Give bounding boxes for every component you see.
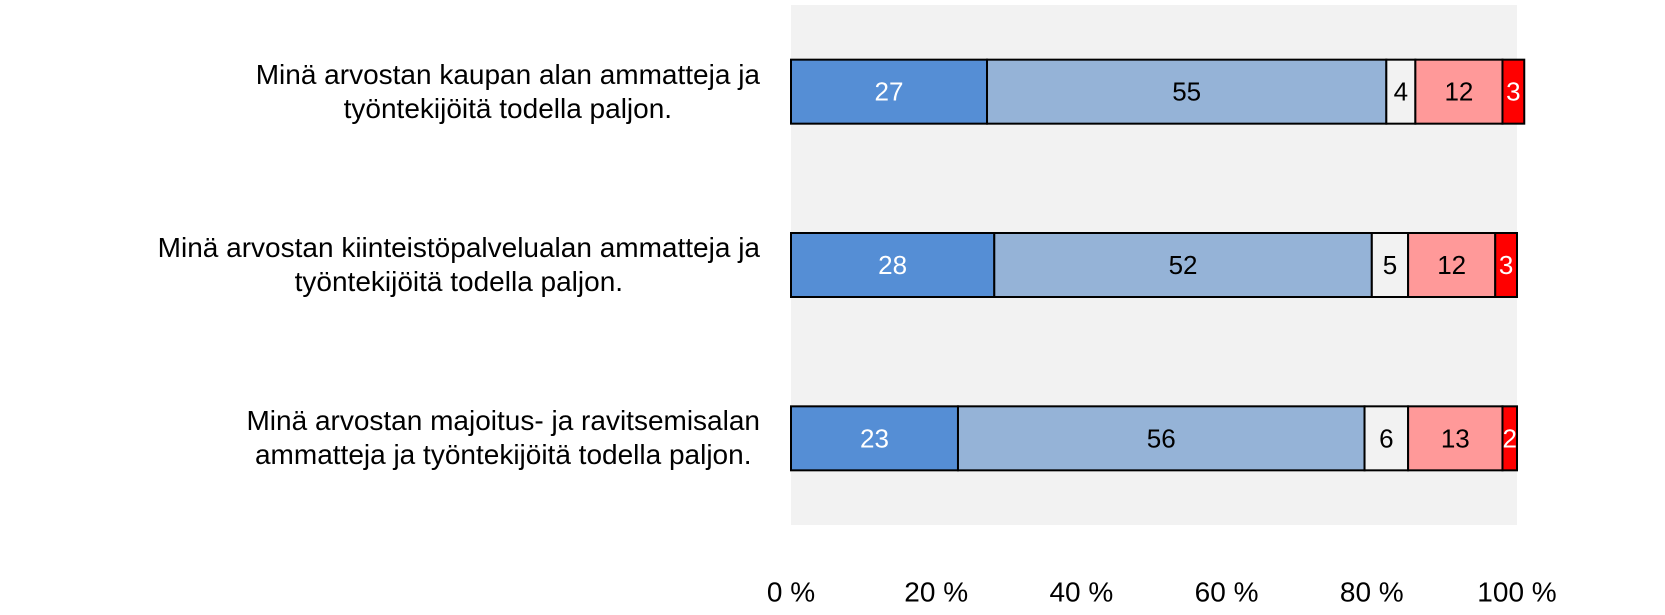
data-label: 12 (1444, 77, 1473, 107)
x-tick-label: 40 % (1049, 577, 1113, 608)
data-label: 5 (1383, 250, 1397, 280)
x-tick-label: 20 % (904, 577, 968, 608)
data-label: 2 (1503, 423, 1517, 453)
category-label: Minä arvostan kaupan alan ammatteja ja t… (255, 58, 760, 124)
bar-segment (1501, 405, 1518, 472)
data-label: 3 (1506, 77, 1520, 107)
data-label: 55 (1172, 77, 1201, 107)
data-label: 13 (1441, 423, 1470, 453)
data-label: 12 (1437, 250, 1466, 280)
bar-segment (1501, 58, 1526, 125)
data-label: 6 (1379, 423, 1393, 453)
x-tick-label: 80 % (1340, 577, 1404, 608)
bar-segment (1385, 58, 1417, 125)
bar-segment (1363, 405, 1410, 472)
data-label: 23 (860, 423, 889, 453)
bar-segment (986, 58, 1388, 125)
bar-segment (1494, 232, 1518, 298)
bar-segment (790, 232, 996, 298)
bar-segment (1414, 58, 1504, 125)
category-label: Minä arvostan kiinteistöpalvelualan amma… (157, 232, 760, 297)
category-label: Minä arvostan majoitus- ja ravitsemisala… (246, 405, 760, 471)
x-tick-label: 60 % (1195, 577, 1259, 608)
bar-segment (956, 405, 1366, 472)
data-label: 4 (1394, 77, 1408, 107)
data-label: 27 (875, 77, 904, 107)
bar-segment (993, 232, 1373, 298)
bar-segment (790, 58, 989, 125)
bar-segment (790, 405, 959, 472)
data-label: 3 (1499, 250, 1513, 280)
x-tick-label: 0 % (767, 577, 815, 608)
data-label: 52 (1169, 250, 1198, 280)
data-label: 28 (878, 250, 907, 280)
bar-segment (1407, 232, 1497, 298)
data-label: 56 (1147, 423, 1176, 453)
x-tick-label: 100 % (1477, 577, 1556, 608)
